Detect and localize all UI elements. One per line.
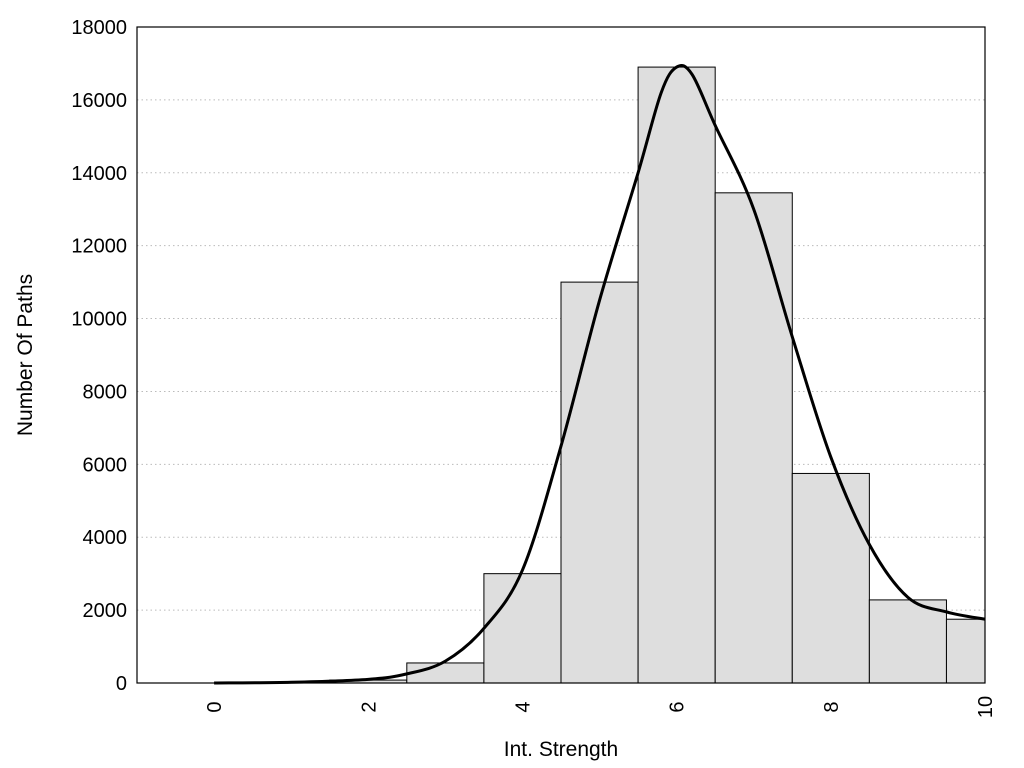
histogram-bar bbox=[791, 472, 870, 684]
density-curve bbox=[214, 63, 986, 685]
y-axis-ticks: 0 2000 4000 6000 8000 10000 12000 14000 16000 180… bbox=[71, 17, 127, 695]
histogram-bar bbox=[945, 618, 986, 684]
x-axis-label: Int. Strength bbox=[504, 738, 618, 761]
y-tick-label: 4000 bbox=[83, 527, 128, 549]
x-axis-ticks: 0 2 4 6 8 10 bbox=[204, 696, 997, 718]
x-tick-label: 10 bbox=[975, 696, 997, 718]
x-tick-label: 6 bbox=[667, 701, 689, 712]
x-tick-label: 2 bbox=[358, 701, 380, 712]
y-tick-label: 0 bbox=[116, 673, 127, 695]
y-tick-label: 2000 bbox=[83, 600, 128, 622]
histogram-bar bbox=[868, 599, 947, 684]
y-tick-label: 6000 bbox=[83, 454, 128, 476]
x-tick-label: 0 bbox=[204, 701, 226, 712]
y-axis-label: Number Of Paths bbox=[14, 274, 37, 436]
y-tick-label: 16000 bbox=[71, 90, 127, 112]
histogram-bar bbox=[483, 573, 562, 684]
y-tick-label: 12000 bbox=[71, 236, 127, 258]
histogram-bar bbox=[406, 662, 485, 684]
y-tick-label: 10000 bbox=[71, 309, 127, 331]
x-tick-label: 8 bbox=[821, 701, 843, 712]
plot-frame bbox=[136, 26, 986, 684]
y-tick-label: 14000 bbox=[71, 163, 127, 185]
y-tick-label: 8000 bbox=[83, 381, 128, 403]
density-curve-group bbox=[214, 63, 986, 685]
y-tick-label: 18000 bbox=[71, 17, 127, 39]
histogram-bar bbox=[560, 281, 639, 684]
histogram-bar bbox=[637, 66, 716, 684]
histogram-bars bbox=[329, 66, 986, 684]
histogram-bar bbox=[714, 192, 793, 684]
x-tick-label: 4 bbox=[512, 701, 534, 712]
